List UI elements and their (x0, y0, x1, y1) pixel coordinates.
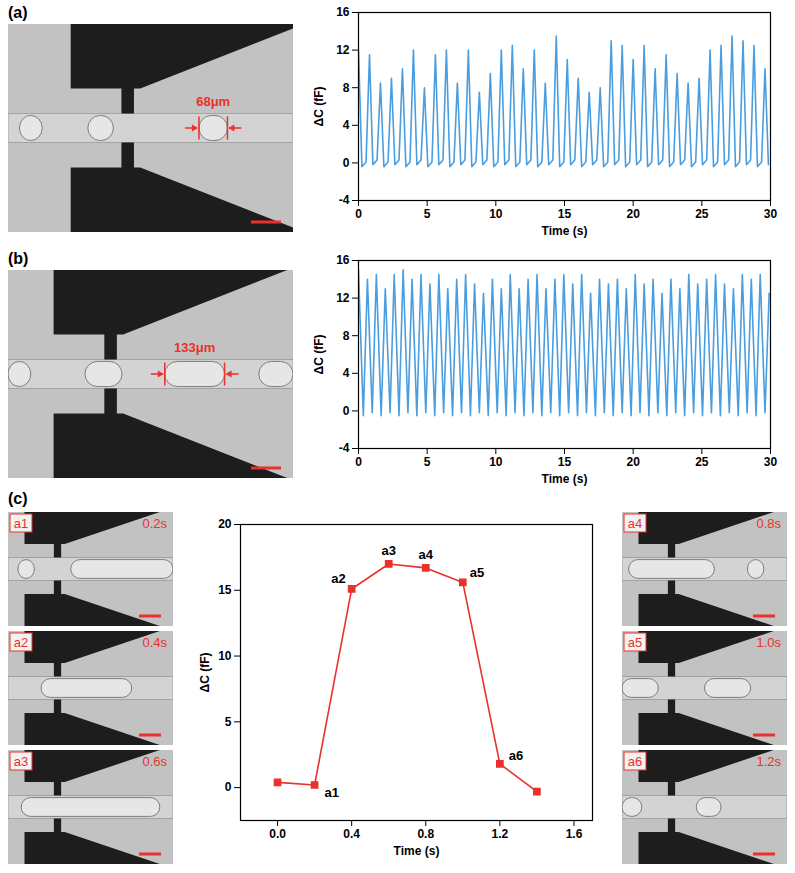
svg-text:0.8s: 0.8s (756, 516, 781, 531)
svg-text:ΔC (fF): ΔC (fF) (198, 653, 212, 693)
svg-text:0.4s: 0.4s (142, 635, 167, 650)
svg-text:10: 10 (489, 455, 503, 469)
svg-text:-4: -4 (339, 193, 350, 207)
svg-text:20: 20 (626, 455, 640, 469)
svg-text:30: 30 (764, 207, 778, 221)
svg-text:a1: a1 (325, 785, 339, 800)
svg-text:10: 10 (489, 207, 503, 221)
svg-text:15: 15 (558, 207, 572, 221)
svg-text:0.0: 0.0 (269, 827, 286, 841)
svg-text:12: 12 (336, 43, 350, 57)
svg-text:ΔC (fF): ΔC (fF) (312, 87, 326, 127)
svg-text:0: 0 (355, 455, 362, 469)
html-text:(c): (c) (8, 490, 28, 507)
svg-text:0: 0 (355, 207, 362, 221)
svg-text:8: 8 (343, 329, 350, 343)
svg-text:a5: a5 (628, 635, 642, 650)
svg-text:16: 16 (336, 5, 350, 19)
svg-text:133μm: 133μm (174, 340, 215, 355)
svg-text:20: 20 (626, 207, 640, 221)
svg-text:-4: -4 (339, 441, 350, 455)
svg-text:a6: a6 (509, 748, 523, 763)
svg-text:20: 20 (218, 517, 232, 531)
svg-text:0: 0 (343, 404, 350, 418)
svg-text:16: 16 (336, 253, 350, 267)
svg-text:1.2s: 1.2s (756, 754, 781, 769)
svg-text:1.0s: 1.0s (756, 635, 781, 650)
svg-text:15: 15 (218, 583, 232, 597)
svg-text:5: 5 (225, 715, 232, 729)
svg-text:1.2: 1.2 (492, 827, 509, 841)
svg-text:10: 10 (218, 649, 232, 663)
svg-text:25: 25 (695, 207, 709, 221)
svg-text:a2: a2 (14, 635, 28, 650)
svg-text:0.2s: 0.2s (142, 516, 167, 531)
svg-text:5: 5 (424, 207, 431, 221)
svg-text:ΔC (fF): ΔC (fF) (312, 335, 326, 375)
svg-text:a1: a1 (14, 516, 28, 531)
svg-text:0.4: 0.4 (343, 827, 360, 841)
svg-text:4: 4 (343, 118, 350, 132)
svg-text:Time (s): Time (s) (542, 472, 588, 486)
svg-text:25: 25 (695, 455, 709, 469)
svg-text:5: 5 (424, 455, 431, 469)
svg-text:0: 0 (343, 156, 350, 170)
svg-text:a4: a4 (419, 547, 434, 562)
svg-text:Time (s): Time (s) (394, 844, 440, 858)
svg-text:Time (s): Time (s) (542, 224, 588, 238)
svg-text:30: 30 (764, 455, 778, 469)
svg-text:4: 4 (343, 366, 350, 380)
html-text:(b): (b) (8, 250, 29, 267)
svg-text:a6: a6 (628, 754, 642, 769)
svg-text:a3: a3 (381, 543, 395, 558)
svg-text:a4: a4 (628, 516, 642, 531)
svg-text:8: 8 (343, 81, 350, 95)
svg-text:a5: a5 (470, 565, 484, 580)
svg-text:12: 12 (336, 291, 350, 305)
html-text:(a): (a) (8, 4, 28, 21)
svg-text:0: 0 (225, 780, 232, 794)
svg-text:a3: a3 (14, 754, 28, 769)
svg-text:0.8: 0.8 (417, 827, 434, 841)
svg-text:15: 15 (558, 455, 572, 469)
svg-text:a2: a2 (331, 571, 345, 586)
svg-text:1.6: 1.6 (566, 827, 583, 841)
svg-text:0.6s: 0.6s (142, 754, 167, 769)
svg-text:68μm: 68μm (196, 94, 230, 109)
